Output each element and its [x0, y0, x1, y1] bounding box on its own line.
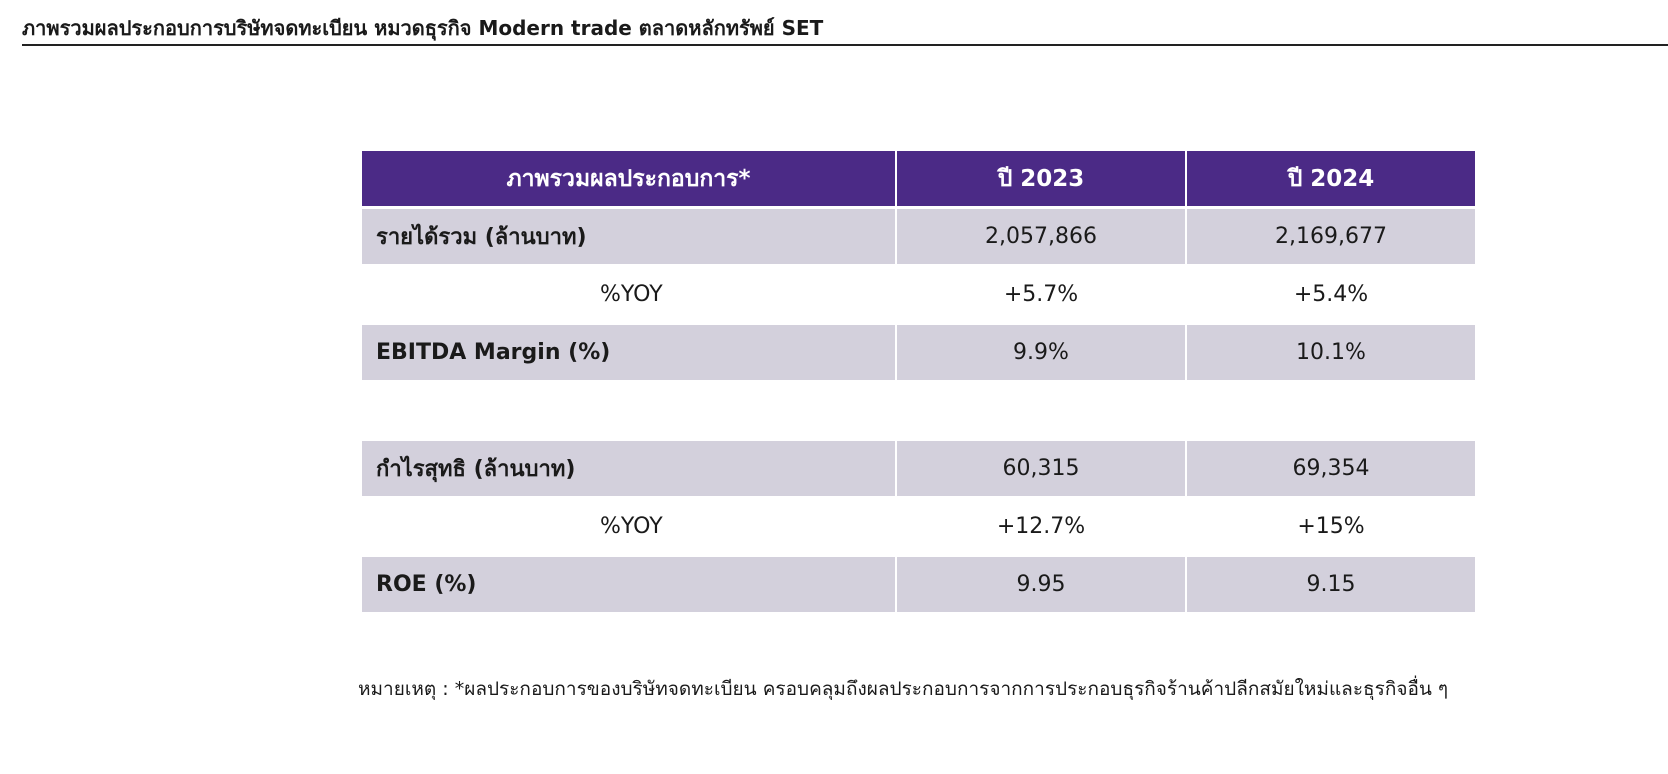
table-spacer-row [362, 383, 1474, 438]
row-label: %YOY [362, 267, 895, 322]
row-label: รายได้รวม (ล้านบาท) [362, 209, 895, 264]
value-2024: 10.1% [1187, 325, 1475, 380]
row-label: EBITDA Margin (%) [362, 325, 895, 380]
page-title: ภาพรวมผลประกอบการบริษัทจดทะเบียน หมวดธุร… [22, 16, 824, 40]
column-header-metric: ภาพรวมผลประกอบการ* [362, 151, 895, 206]
value-2023: 60,315 [897, 441, 1185, 496]
table-row-revenue-yoy: %YOY +5.7% +5.4% [362, 267, 1475, 322]
value-2024: 9.15 [1187, 557, 1475, 612]
row-label: กำไรสุทธิ (ล้านบาท) [362, 441, 895, 496]
table-row-profit-yoy: %YOY +12.7% +15% [362, 499, 1475, 554]
value-2024: 69,354 [1187, 441, 1475, 496]
footnote: หมายเหตุ : *ผลประกอบการของบริษัทจดทะเบีย… [358, 678, 1449, 700]
value-2024: +5.4% [1187, 267, 1475, 322]
row-label: ROE (%) [362, 557, 895, 612]
value-2023: +5.7% [897, 267, 1185, 322]
table-row-roe: ROE (%) 9.95 9.15 [362, 557, 1475, 612]
value-2024: 2,169,677 [1187, 209, 1475, 264]
value-2023: 2,057,866 [897, 209, 1185, 264]
table-header-row: ภาพรวมผลประกอบการ* ปี 2023 ปี 2024 [362, 151, 1475, 206]
value-2023: 9.9% [897, 325, 1185, 380]
value-2024: +15% [1187, 499, 1475, 554]
table-row-ebitda-margin: EBITDA Margin (%) 9.9% 10.1% [362, 325, 1475, 380]
table-row-net-profit: กำไรสุทธิ (ล้านบาท) 60,315 69,354 [362, 441, 1475, 496]
column-header-2023: ปี 2023 [897, 151, 1185, 206]
table-row-total-revenue: รายได้รวม (ล้านบาท) 2,057,866 2,169,677 [362, 209, 1475, 264]
performance-summary-table: ภาพรวมผลประกอบการ* ปี 2023 ปี 2024 รายได… [362, 151, 1475, 615]
row-label: %YOY [362, 499, 895, 554]
page-header: ภาพรวมผลประกอบการบริษัทจดทะเบียน หมวดธุร… [22, 10, 1668, 46]
value-2023: +12.7% [897, 499, 1185, 554]
value-2023: 9.95 [897, 557, 1185, 612]
column-header-2024: ปี 2024 [1187, 151, 1475, 206]
